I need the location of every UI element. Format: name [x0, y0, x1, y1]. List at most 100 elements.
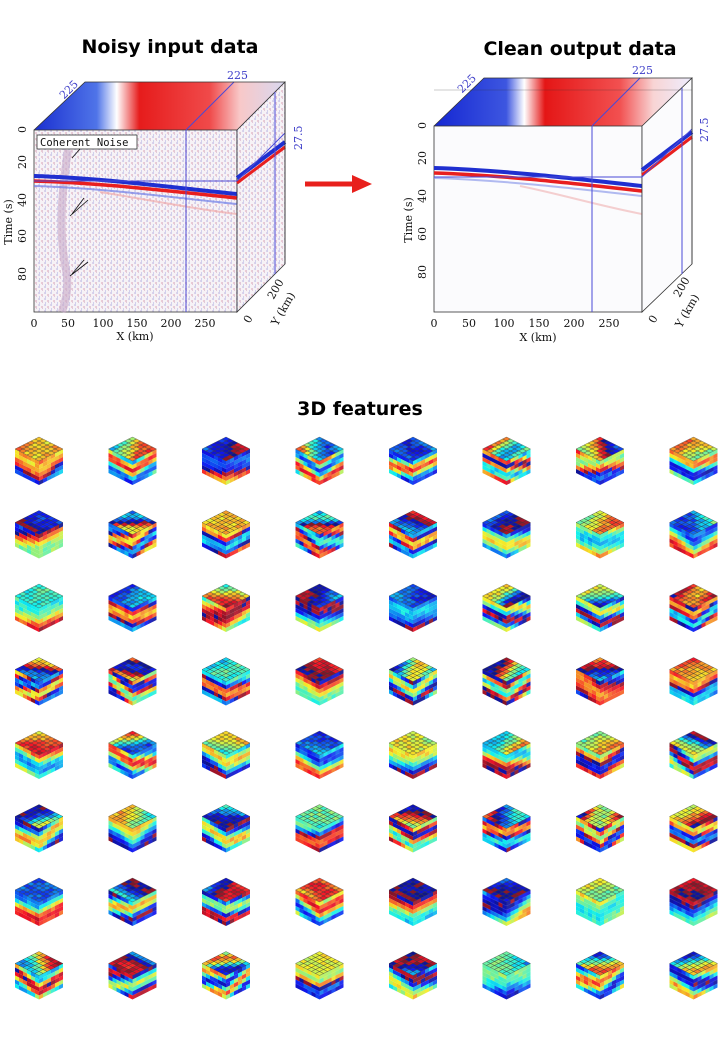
svg-text:50: 50 [462, 317, 476, 330]
feature-cube [14, 657, 64, 706]
feature-cube [482, 877, 531, 926]
feature-cube [575, 804, 625, 853]
features-title: 3D features [297, 398, 423, 420]
feature-cube [108, 804, 157, 853]
coherent-noise-label: Coherent Noise [40, 137, 129, 149]
svg-text:250: 250 [599, 317, 620, 330]
svg-text:80: 80 [416, 265, 429, 279]
feature-cube [575, 730, 625, 779]
feature-cube [295, 730, 344, 779]
svg-text:0: 0 [416, 122, 429, 129]
feature-cube [388, 510, 438, 559]
feature-cube [295, 436, 344, 485]
feature-cube [388, 730, 438, 779]
feature-cube [482, 804, 531, 853]
svg-text:0: 0 [431, 317, 438, 330]
feature-cube [108, 510, 157, 559]
feature-cube [108, 436, 157, 485]
feature-cube [482, 657, 531, 706]
svg-text:200: 200 [161, 317, 182, 330]
feature-cube [482, 730, 531, 779]
svg-text:60: 60 [16, 229, 29, 243]
svg-text:0: 0 [241, 313, 256, 326]
feature-cube [201, 804, 251, 853]
feature-cube [108, 657, 157, 706]
feature-cube [14, 510, 64, 559]
feature-cube [575, 436, 625, 485]
svg-text:60: 60 [416, 227, 429, 241]
feature-cube [14, 804, 64, 853]
feature-cube [388, 951, 438, 1000]
feature-cube [14, 436, 64, 485]
feature-cube [669, 951, 718, 1000]
feature-cube [108, 951, 157, 1000]
svg-text:20: 20 [16, 155, 29, 169]
feature-cube [295, 657, 344, 706]
clean-x-axis-label: X (km) [519, 331, 556, 344]
svg-text:0: 0 [16, 126, 29, 133]
svg-text:250: 250 [195, 317, 216, 330]
feature-cube [295, 951, 344, 1000]
svg-text:150: 150 [127, 317, 148, 330]
feature-cube [482, 951, 531, 1000]
feature-cube [201, 951, 251, 1000]
svg-text:100: 100 [93, 317, 114, 330]
feature-cube [201, 583, 251, 632]
clean-top-y-label: 225 [632, 64, 653, 77]
clean-y-axis-label: Y (km) [672, 292, 702, 331]
feature-cube [108, 730, 157, 779]
feature-cube [295, 804, 344, 853]
clean-x-ticks: 0 50 100 150 200 250 [431, 317, 620, 330]
noisy-x-axis-label: X (km) [116, 330, 153, 343]
svg-text:80: 80 [16, 267, 29, 281]
feature-cube [295, 877, 344, 926]
feature-cube [388, 877, 438, 926]
feature-cube [14, 877, 64, 926]
clean-cube-front-face [433, 125, 643, 313]
feature-cube [201, 510, 251, 559]
feature-cube [295, 510, 344, 559]
feature-cube [388, 804, 438, 853]
svg-text:40: 40 [416, 189, 429, 203]
feature-cube [575, 583, 625, 632]
noisy-time-ticks: 0 20 40 60 80 [16, 126, 29, 281]
clean-time-ticks: 0 20 40 60 80 [416, 122, 429, 279]
svg-text:100: 100 [494, 317, 515, 330]
feature-cube [575, 510, 625, 559]
feature-cube [669, 877, 718, 926]
feature-cube [201, 730, 251, 779]
feature-cube [201, 657, 251, 706]
feature-cube [669, 583, 718, 632]
feature-cube [14, 730, 64, 779]
feature-cube [669, 510, 718, 559]
feature-cube [295, 583, 344, 632]
feature-cube [482, 436, 531, 485]
feature-cube [108, 877, 157, 926]
feature-cube [108, 583, 157, 632]
right-arrow-icon [305, 175, 372, 193]
feature-cube [388, 583, 438, 632]
svg-text:50: 50 [61, 317, 75, 330]
svg-text:0: 0 [31, 317, 38, 330]
feature-cube [482, 510, 531, 559]
feature-cube [575, 951, 625, 1000]
svg-text:40: 40 [16, 193, 29, 207]
feature-cube [482, 583, 531, 632]
feature-cube [14, 583, 64, 632]
feature-cube [201, 436, 251, 485]
feature-cube [14, 951, 64, 1000]
noisy-time-axis-label: Time (s) [2, 199, 15, 245]
noisy-cube-panel: Coherent Noise 225 225 27.5 0 20 40 60 8… [2, 64, 711, 344]
clean-time-axis-label: Time (s) [402, 197, 415, 243]
feature-cube [575, 877, 625, 926]
svg-text:0: 0 [646, 313, 661, 326]
feature-cube [575, 657, 625, 706]
feature-cube [201, 877, 251, 926]
svg-text:150: 150 [529, 317, 550, 330]
feature-cube [669, 657, 718, 706]
svg-text:20: 20 [416, 151, 429, 165]
noisy-side-label: 27.5 [292, 126, 305, 151]
feature-cube [669, 730, 718, 779]
clean-side-label: 27.5 [698, 118, 711, 143]
noisy-x-ticks: 0 50 100 150 200 250 [31, 317, 216, 330]
